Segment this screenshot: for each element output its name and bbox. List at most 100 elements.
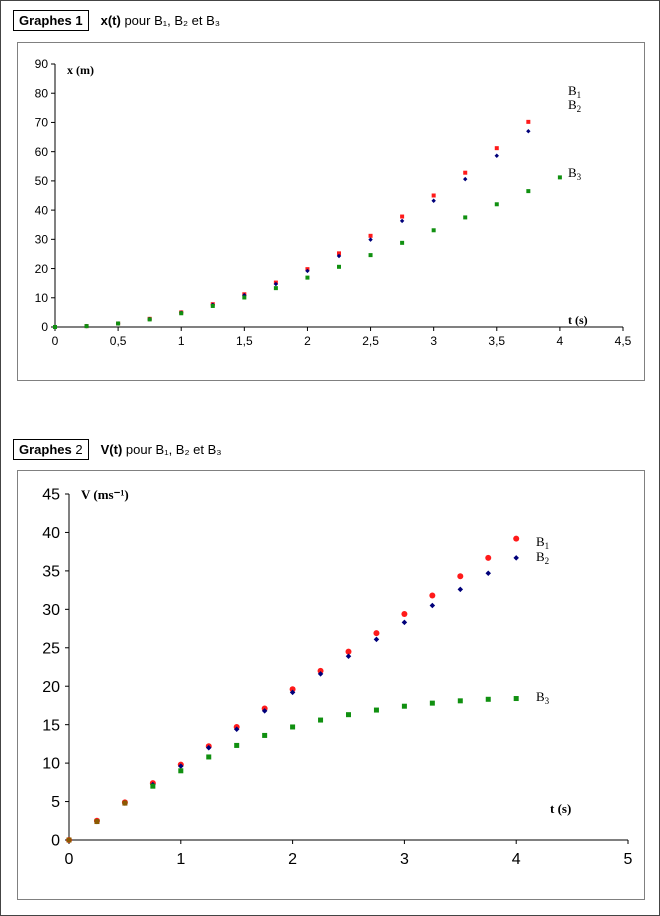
x-tick-label: 0,5 bbox=[110, 334, 127, 348]
data-point-B1 bbox=[345, 648, 352, 655]
data-point-B1 bbox=[400, 214, 405, 219]
data-point-B3 bbox=[346, 712, 351, 718]
data-point-B1 bbox=[373, 630, 380, 637]
data-point-B1 bbox=[457, 573, 464, 580]
x-tick-label: 5 bbox=[624, 851, 633, 868]
x-tick-label: 4 bbox=[557, 334, 564, 348]
data-point-B2 bbox=[429, 602, 436, 609]
data-point-B3 bbox=[122, 800, 128, 806]
data-point-B2 bbox=[345, 653, 352, 659]
data-point-B1 bbox=[368, 233, 373, 238]
graph2-tag-word: Graphes bbox=[19, 442, 72, 457]
data-point-B2 bbox=[373, 636, 380, 643]
y-tick-label: 35 bbox=[42, 563, 60, 580]
y-axis-label: V (ms⁻¹) bbox=[81, 487, 129, 502]
data-point-B3 bbox=[318, 717, 324, 723]
data-point-B1 bbox=[317, 667, 324, 674]
data-point-B3 bbox=[147, 317, 152, 322]
data-point-B3 bbox=[84, 324, 89, 329]
y-tick-label: 50 bbox=[35, 174, 49, 188]
y-tick-label: 80 bbox=[35, 86, 49, 100]
y-tick-label: 45 bbox=[42, 487, 60, 504]
data-point-B3 bbox=[485, 696, 491, 702]
x-tick-label: 3,5 bbox=[488, 334, 505, 348]
y-tick-label: 10 bbox=[35, 291, 49, 305]
y-tick-label: 25 bbox=[42, 640, 60, 657]
y-tick-label: 10 bbox=[42, 756, 60, 773]
y-tick-label: 0 bbox=[51, 833, 60, 850]
data-point-B3 bbox=[178, 768, 184, 774]
data-point-B2 bbox=[261, 708, 268, 714]
data-point-B3 bbox=[94, 819, 100, 825]
data-point-B3 bbox=[53, 325, 57, 329]
data-point-B3 bbox=[273, 286, 278, 291]
data-point-B2 bbox=[233, 726, 240, 733]
graph2-header: Graphes 2 V(t) pour B₁, B₂ et B₃ bbox=[13, 439, 222, 460]
chart1-svg: 0 0,5 1 1,5 2 2,5 3 3,5 4 4,5 0 10 20 30 40 50 60 70 80 90 x… bbox=[35, 57, 632, 348]
graph2-tag-number: 2 bbox=[75, 442, 83, 457]
data-point-B2 bbox=[206, 744, 212, 751]
data-point-B2 bbox=[513, 555, 519, 561]
legend-label-B3: B3 bbox=[536, 689, 550, 706]
data-point-B3 bbox=[210, 303, 215, 308]
legend-label-B3: B3 bbox=[568, 165, 582, 182]
data-point-B2 bbox=[336, 253, 342, 259]
data-point-B3 bbox=[463, 215, 468, 220]
data-point-B3 bbox=[290, 724, 296, 730]
chart1-panel: 0 0,5 1 1,5 2 2,5 3 3,5 4 4,5 0 10 20 30 40 50 60 70 80 90 x… bbox=[17, 42, 645, 381]
data-point-B1 bbox=[337, 251, 341, 256]
x-axis-label: t (s) bbox=[550, 801, 571, 816]
data-point-B1 bbox=[289, 686, 296, 693]
graph2-tag: Graphes 2 bbox=[13, 439, 89, 460]
chart2-panel: 0 1 2 3 4 5 0 5 10 15 20 25 30 35 40 45 V (ms⁻¹) t (s) B1 B… bbox=[17, 470, 645, 900]
data-point-B2 bbox=[485, 570, 491, 576]
y-tick-label: 30 bbox=[42, 602, 60, 619]
data-point-B2 bbox=[526, 129, 531, 134]
x-tick-label: 0 bbox=[52, 334, 59, 348]
data-point-B1 bbox=[429, 592, 436, 599]
data-point-B2 bbox=[431, 198, 436, 203]
data-point-B3 bbox=[401, 703, 407, 709]
legend-label-B2: B2 bbox=[536, 549, 549, 566]
data-point-B2 bbox=[457, 586, 464, 593]
x-tick-label: 4 bbox=[512, 851, 521, 868]
data-point-B2 bbox=[178, 763, 184, 769]
data-point-B3 bbox=[116, 321, 121, 326]
x-tick-label: 1 bbox=[178, 334, 185, 348]
data-point-B2 bbox=[289, 689, 296, 696]
data-point-B3 bbox=[262, 732, 268, 738]
data-point-B3 bbox=[368, 253, 373, 258]
y-axis-label: x (m) bbox=[67, 63, 94, 77]
data-point-B3 bbox=[305, 275, 310, 280]
data-point-B2 bbox=[273, 281, 279, 287]
x-tick-label: 1 bbox=[176, 851, 185, 868]
data-point-B2 bbox=[399, 218, 405, 224]
x-tick-label: 2 bbox=[304, 334, 311, 348]
y-tick-label: 20 bbox=[42, 679, 60, 696]
graph2-title-bold: V(t) bbox=[100, 442, 123, 457]
x-tick-label: 2,5 bbox=[362, 334, 379, 348]
graph1-header: Graphes 1 x(t) pour B₁, B₂ et B₃ bbox=[13, 10, 220, 31]
data-point-B1 bbox=[485, 554, 492, 561]
y-tick-label: 40 bbox=[42, 525, 60, 542]
y-tick-label: 0 bbox=[41, 320, 48, 334]
data-point-B3 bbox=[206, 754, 212, 760]
data-point-B3 bbox=[526, 189, 531, 194]
graph1-tag: Graphes 1 bbox=[13, 10, 89, 31]
data-point-B1 bbox=[513, 535, 520, 542]
x-axis-label: t (s) bbox=[568, 313, 588, 327]
data-point-B2 bbox=[463, 176, 468, 182]
y-tick-label: 60 bbox=[35, 145, 49, 159]
x-tick-label: 0 bbox=[65, 851, 74, 868]
data-point-B2 bbox=[368, 237, 373, 242]
y-tick-label: 30 bbox=[35, 233, 49, 247]
data-point-B3 bbox=[494, 202, 499, 207]
data-point-B3 bbox=[400, 240, 405, 245]
data-point-B2 bbox=[305, 268, 310, 274]
x-tick-label: 1,5 bbox=[236, 334, 253, 348]
data-point-B3 bbox=[431, 228, 436, 233]
y-tick-label: 15 bbox=[42, 717, 60, 734]
x-tick-label: 2 bbox=[288, 851, 297, 868]
data-point-B1 bbox=[431, 193, 436, 198]
